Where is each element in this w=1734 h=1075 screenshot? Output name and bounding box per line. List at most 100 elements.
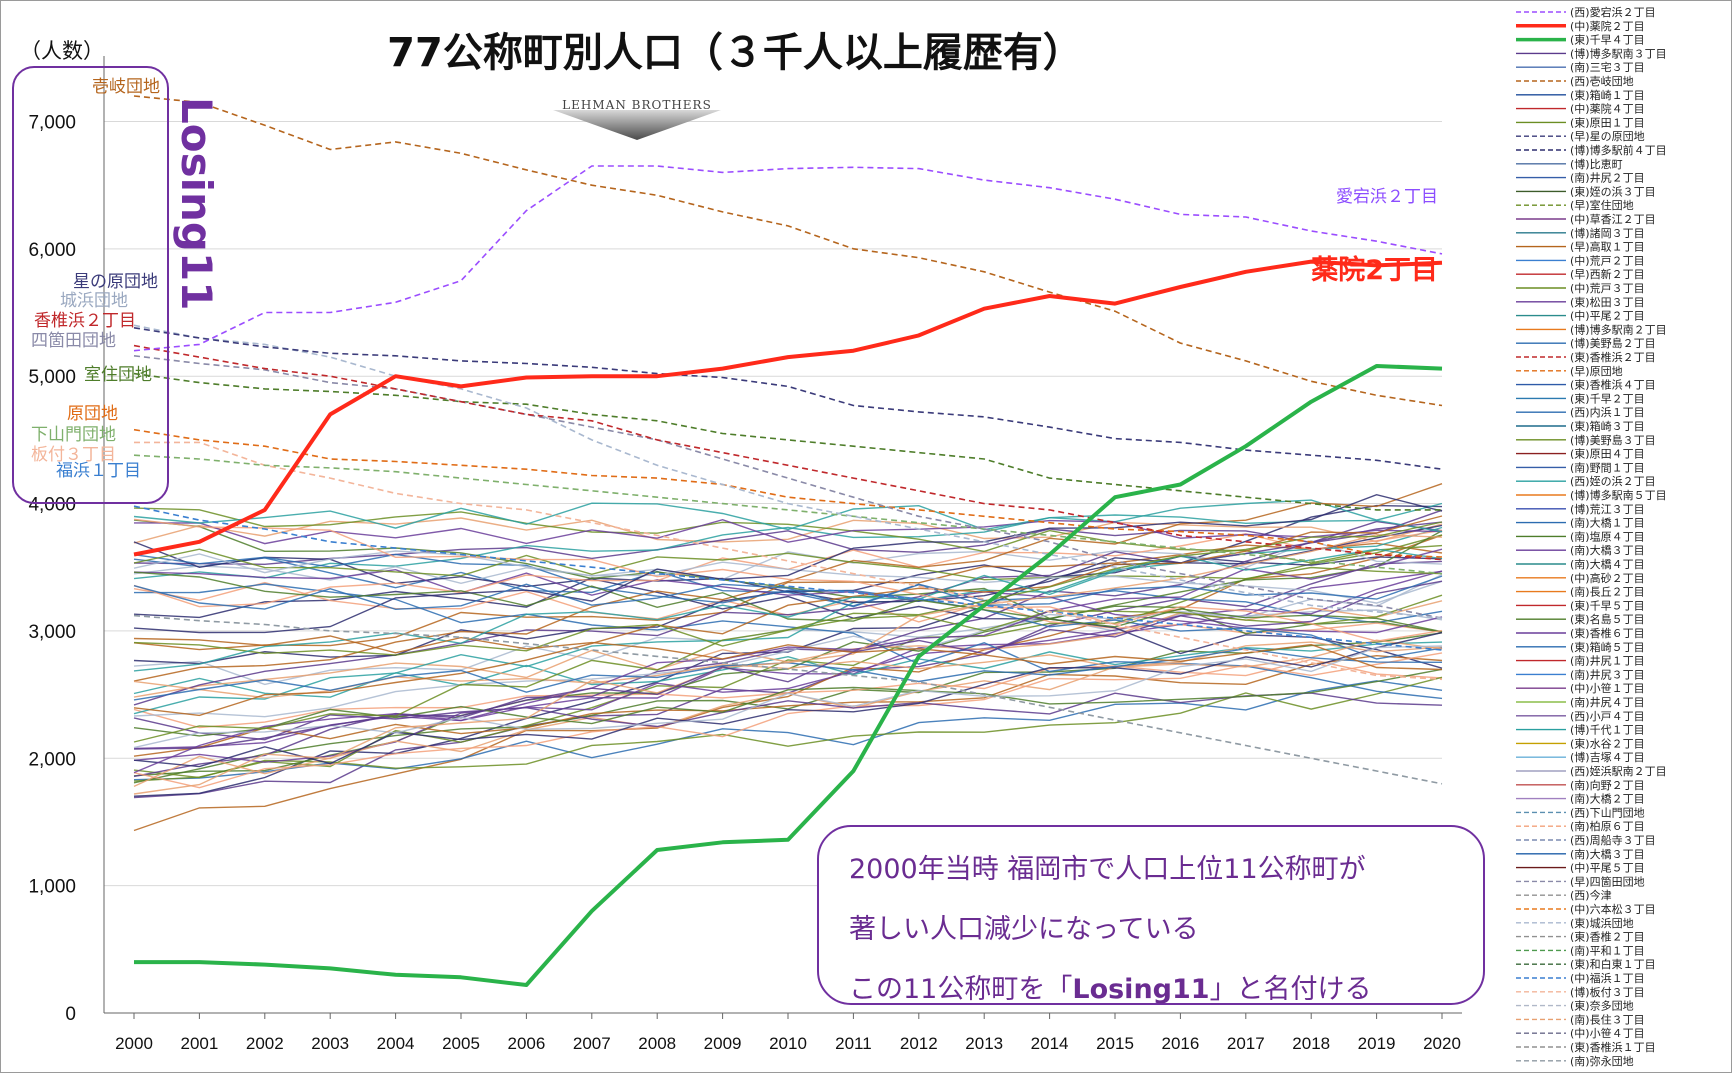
legend-label-3: (博)博多駅南３丁目 bbox=[1570, 46, 1667, 60]
legend-label-6: (東)箱崎１丁目 bbox=[1570, 88, 1645, 102]
legend-label-23: (博)博多駅南２丁目 bbox=[1570, 322, 1667, 336]
legend-label-73: (南)長住３丁目 bbox=[1570, 1012, 1645, 1026]
background-series-line-28 bbox=[133, 568, 1443, 634]
legend-label-56: (南)向野２丁目 bbox=[1570, 778, 1645, 792]
background-series-line-52 bbox=[133, 518, 1443, 642]
legend-label-47: (南)井尻１丁目 bbox=[1570, 654, 1645, 668]
callout-line-1: 2000年当時 福岡市で人口上位11公称町が bbox=[849, 854, 1366, 885]
background-series-line-25 bbox=[133, 583, 1443, 700]
legend-label-34: (西)姪の浜２丁目 bbox=[1570, 474, 1656, 488]
background-series-line-45 bbox=[133, 631, 1443, 768]
legend-label-44: (東)名島５丁目 bbox=[1570, 612, 1645, 626]
legend-label-14: (早)室住団地 bbox=[1570, 198, 1634, 212]
legend-label-28: (東)千早２丁目 bbox=[1570, 392, 1645, 405]
legend-label-39: (南)大橋３丁目 bbox=[1570, 543, 1645, 557]
legend-label-68: (南)平和１丁目 bbox=[1570, 944, 1645, 957]
legend-label-16: (博)諸岡３丁目 bbox=[1570, 226, 1645, 240]
legend-label-43: (東)千早５丁目 bbox=[1570, 599, 1645, 612]
background-series-line-53 bbox=[133, 645, 1443, 749]
background-series-line-56 bbox=[133, 493, 1443, 634]
left-label-iki: 壱岐団地 bbox=[92, 77, 160, 97]
x-tick-label-8: 2008 bbox=[638, 1034, 676, 1053]
legend-label-40: (南)大橋４丁目 bbox=[1570, 557, 1645, 571]
y-tick-label-6: 6,000 bbox=[28, 240, 76, 261]
series-line-0 bbox=[133, 165, 1443, 352]
legend-label-74: (中)小笹４丁目 bbox=[1570, 1027, 1645, 1040]
left-label-hara: 原団地 bbox=[67, 404, 118, 424]
y-tick-labels: 0 1,000 2,000 3,000 4,000 5,000 6,000 7,000 bbox=[28, 112, 76, 1025]
legend-label-63: (早)四箇田団地 bbox=[1570, 874, 1645, 888]
legend-label-11: (博)比恵町 bbox=[1570, 157, 1623, 171]
y-axis-label: （人数） bbox=[20, 39, 104, 63]
legend-label-55: (西)姪浜駅南２丁目 bbox=[1570, 764, 1667, 778]
legend-label-22: (中)平尾２丁目 bbox=[1570, 310, 1645, 323]
callout-line-3: この11公称町を「Losing11」と名付ける bbox=[849, 967, 1372, 1006]
x-tick-label-4: 2004 bbox=[377, 1034, 415, 1053]
series-line-5 bbox=[133, 324, 1443, 619]
x-tick-label-9: 2009 bbox=[704, 1034, 742, 1053]
legend-label-4: (南)三宅３丁目 bbox=[1570, 60, 1645, 74]
background-series-line-3 bbox=[133, 680, 1443, 781]
legend-label-61: (南)大橋３丁目 bbox=[1570, 847, 1645, 861]
losing11-highlight-box bbox=[12, 66, 169, 504]
axes bbox=[103, 56, 1462, 1019]
legend-label-41: (中)高砂２丁目 bbox=[1570, 571, 1645, 585]
x-tick-labels: 2000 2001 2002 2003 2004 2005 2006 2007 2008 2009… bbox=[115, 1034, 1461, 1053]
y-tick-label-1: 1,000 bbox=[28, 877, 76, 898]
series-line-6 bbox=[133, 344, 1443, 561]
background-series-line-50 bbox=[133, 548, 1443, 774]
series-line-9 bbox=[133, 428, 1443, 558]
background-series-line-51 bbox=[133, 548, 1443, 672]
legend-label-70: (中)福浜１丁目 bbox=[1570, 971, 1645, 985]
highlight-series bbox=[133, 95, 1443, 987]
series-line-12 bbox=[133, 505, 1443, 651]
x-tick-label-1: 2001 bbox=[180, 1034, 218, 1053]
lehman-brothers-logo: LEHMAN BROTHERS bbox=[553, 98, 721, 140]
legend-label-17: (早)高取１丁目 bbox=[1570, 240, 1645, 254]
label-yakuin: 薬院2丁目 bbox=[1311, 254, 1438, 286]
x-tick-label-14: 2014 bbox=[1031, 1034, 1069, 1053]
left-label-shikata: 四箇田団地 bbox=[31, 331, 116, 351]
background-series-line-58 bbox=[133, 575, 1443, 611]
legend-label-52: (博)千代１丁目 bbox=[1570, 724, 1645, 737]
legend-label-64: (西)今津 bbox=[1570, 888, 1612, 902]
legend-label-12: (南)井尻２丁目 bbox=[1570, 171, 1645, 185]
callout-line-2: 著しい人口減少になっている bbox=[849, 914, 1199, 945]
x-tick-label-17: 2017 bbox=[1227, 1034, 1265, 1053]
left-label-murozumi: 室住団地 bbox=[84, 365, 152, 385]
y-tick-label-7: 7,000 bbox=[28, 112, 76, 133]
series-line-1 bbox=[133, 259, 1443, 557]
losing11-vertical-label: Losing11 bbox=[172, 97, 221, 310]
left-series-labels: 壱岐団地 星の原団地 城浜団地 香椎浜２丁目 四箇田団地 室住団地 原団地 下山… bbox=[31, 77, 160, 481]
legend-label-21: (東)松田３丁目 bbox=[1570, 295, 1645, 309]
legend-label-27: (東)香椎浜４丁目 bbox=[1570, 378, 1656, 392]
legend-label-48: (南)井尻３丁目 bbox=[1570, 667, 1645, 681]
background-series-line-24 bbox=[133, 654, 1443, 757]
legend-label-5: (西)壱岐団地 bbox=[1570, 74, 1634, 88]
x-tick-label-15: 2015 bbox=[1096, 1034, 1134, 1053]
background-series bbox=[133, 483, 1443, 832]
callout-line-3-bold: Losing11 bbox=[1072, 974, 1210, 1005]
legend: (西)愛宕浜２丁目(中)薬院２丁目(東)千早４丁目(博)博多駅南３丁目(南)三宅… bbox=[1516, 5, 1667, 1068]
legend-label-2: (東)千早４丁目 bbox=[1570, 34, 1645, 47]
y-tick-label-2: 2,000 bbox=[28, 749, 76, 770]
x-tick-label-2: 2002 bbox=[246, 1034, 284, 1053]
y-tick-label-4: 4,000 bbox=[28, 495, 76, 516]
y-tick-label-0: 0 bbox=[65, 1004, 76, 1025]
x-tick-label-11: 2011 bbox=[835, 1034, 872, 1053]
x-tick-label-10: 2010 bbox=[769, 1034, 807, 1053]
callout-line-3-suffix: 」と名付ける bbox=[1209, 974, 1372, 1005]
background-series-line-31 bbox=[133, 573, 1443, 718]
background-series-line-18 bbox=[133, 499, 1443, 580]
legend-label-8: (東)原田１丁目 bbox=[1570, 116, 1645, 129]
legend-label-65: (中)六本松３丁目 bbox=[1570, 902, 1656, 916]
legend-label-59: (南)柏原６丁目 bbox=[1570, 819, 1645, 833]
series-line-2 bbox=[134, 364, 1443, 987]
left-label-hoshinohara: 星の原団地 bbox=[73, 272, 158, 292]
x-tick-label-18: 2018 bbox=[1292, 1034, 1330, 1053]
legend-label-75: (東)香椎浜１丁目 bbox=[1570, 1040, 1656, 1054]
left-label-itazuke3: 板付３丁目 bbox=[31, 445, 116, 465]
legend-label-38: (南)塩原４丁目 bbox=[1570, 529, 1645, 543]
x-tick-label-13: 2013 bbox=[965, 1034, 1003, 1053]
